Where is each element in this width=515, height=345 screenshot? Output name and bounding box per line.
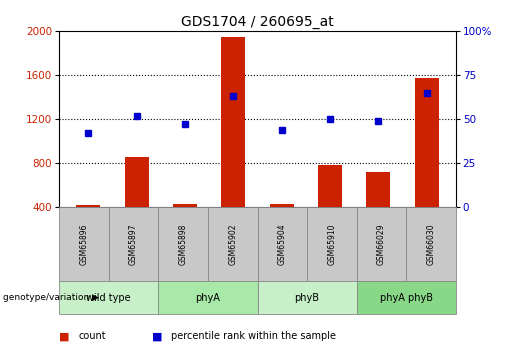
Text: GSM65904: GSM65904 bbox=[278, 223, 287, 265]
Text: GSM65897: GSM65897 bbox=[129, 223, 138, 265]
Text: percentile rank within the sample: percentile rank within the sample bbox=[171, 332, 336, 341]
Text: GSM65910: GSM65910 bbox=[328, 223, 336, 265]
Bar bbox=[415, 78, 439, 207]
Text: GSM65902: GSM65902 bbox=[228, 223, 237, 265]
Bar bbox=[269, 204, 294, 207]
Bar bbox=[125, 157, 149, 207]
Bar bbox=[366, 172, 390, 207]
Text: ■: ■ bbox=[59, 332, 73, 341]
Text: GSM66030: GSM66030 bbox=[426, 223, 436, 265]
Text: phyA phyB: phyA phyB bbox=[380, 293, 433, 303]
Text: phyB: phyB bbox=[295, 293, 320, 303]
Title: GDS1704 / 260695_at: GDS1704 / 260695_at bbox=[181, 14, 334, 29]
Text: phyA: phyA bbox=[196, 293, 220, 303]
Bar bbox=[318, 165, 342, 207]
Text: genotype/variation ▶: genotype/variation ▶ bbox=[3, 293, 98, 302]
Bar bbox=[221, 37, 246, 207]
Text: ■: ■ bbox=[152, 332, 166, 341]
Text: wild type: wild type bbox=[87, 293, 131, 303]
Bar bbox=[76, 205, 100, 207]
Text: count: count bbox=[79, 332, 107, 341]
Text: GSM65898: GSM65898 bbox=[179, 224, 187, 265]
Text: GSM65896: GSM65896 bbox=[79, 223, 89, 265]
Bar bbox=[173, 204, 197, 207]
Text: GSM66029: GSM66029 bbox=[377, 223, 386, 265]
